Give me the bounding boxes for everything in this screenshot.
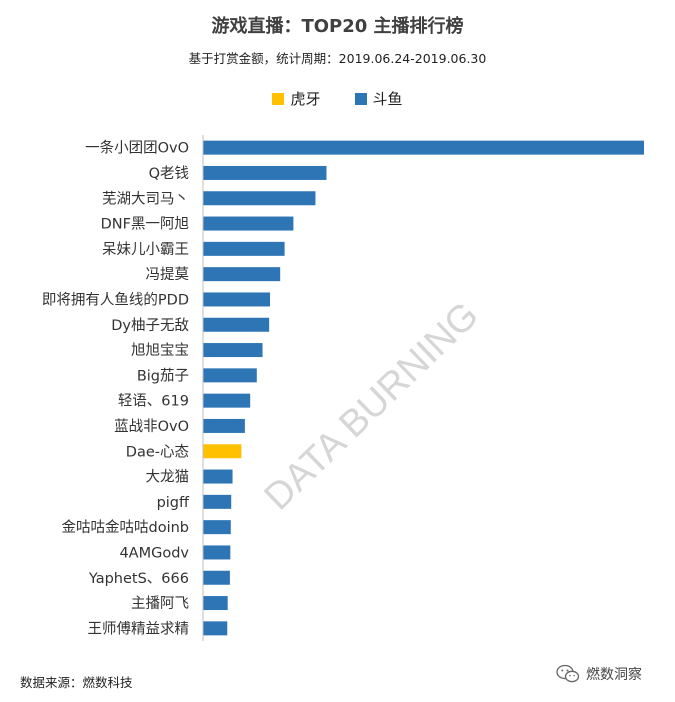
category-label-2: Q老钱 — [149, 165, 189, 182]
category-label-8: Dy柚子无敌 — [111, 317, 189, 334]
legend-label-huya: 虎牙 — [290, 90, 321, 108]
bar-10 — [203, 368, 257, 383]
category-label-7: 即将拥有人鱼线的PDD — [42, 290, 189, 308]
bar-8 — [203, 317, 270, 332]
legend-item-huya: 虎牙 — [272, 88, 321, 109]
category-label-20: 王师傅精益求精 — [88, 620, 190, 637]
category-label-14: 大龙猫 — [146, 469, 190, 486]
bar-20 — [203, 621, 228, 636]
wechat-icon — [556, 664, 580, 683]
legend-label-douyu: 斗鱼 — [372, 90, 403, 108]
brand-badge: 燃数洞察 — [556, 664, 642, 684]
legend: 虎牙 斗鱼 — [0, 88, 675, 109]
category-label-12: 蓝战非OvO — [114, 418, 189, 435]
bar-7 — [203, 292, 271, 307]
category-label-18: YaphetS、666 — [88, 571, 189, 587]
brand-name: 燃数洞察 — [586, 667, 642, 683]
category-label-5: 呆妹儿小霸王 — [102, 241, 189, 258]
legend-swatch-huya — [272, 92, 285, 105]
bars-group — [203, 140, 644, 636]
chart-subtitle: 基于打赏金额，统计周期：2019.06.24-2019.06.30 — [188, 51, 487, 66]
watermark: DATA BURNING — [257, 294, 487, 518]
category-label-6: 冯提莫 — [146, 266, 190, 283]
bar-3 — [203, 191, 316, 206]
bar-2 — [203, 165, 327, 180]
category-label-17: 4AMGodv — [119, 545, 189, 561]
category-label-3: 芜湖大司马丶 — [102, 190, 189, 207]
bar-17 — [203, 545, 231, 560]
bar-9 — [203, 343, 263, 358]
category-label-19: 主播阿飞 — [131, 595, 189, 612]
category-label-9: 旭旭宝宝 — [131, 342, 189, 359]
bar-6 — [203, 267, 281, 282]
bar-16 — [203, 520, 231, 535]
bar-13 — [203, 444, 242, 459]
bar-18 — [203, 570, 230, 585]
category-label-16: 金咕咕金咕咕doinb — [62, 519, 190, 536]
legend-swatch-douyu — [354, 92, 367, 105]
legend-item-douyu: 斗鱼 — [354, 88, 403, 109]
bar-14 — [203, 469, 233, 484]
bar-12 — [203, 418, 245, 433]
category-label-15: pigff — [157, 495, 190, 511]
category-label-11: 轻语、619 — [118, 393, 189, 410]
category-label-4: DNF黑一阿旭 — [101, 216, 189, 233]
bar-4 — [203, 216, 294, 231]
bar-1 — [203, 140, 644, 155]
data-source: 数据来源：燃数科技 — [20, 675, 133, 690]
category-label-10: Big茄子 — [137, 367, 189, 384]
bar-5 — [203, 241, 285, 256]
chart-title: 游戏直播：TOP20 主播排行榜 — [211, 16, 464, 37]
category-label-1: 一条小团团OvO — [85, 140, 189, 157]
bar-19 — [203, 596, 228, 611]
category-label-13: Dae-心态 — [126, 443, 189, 460]
bar-11 — [203, 393, 251, 408]
bar-15 — [203, 494, 232, 509]
